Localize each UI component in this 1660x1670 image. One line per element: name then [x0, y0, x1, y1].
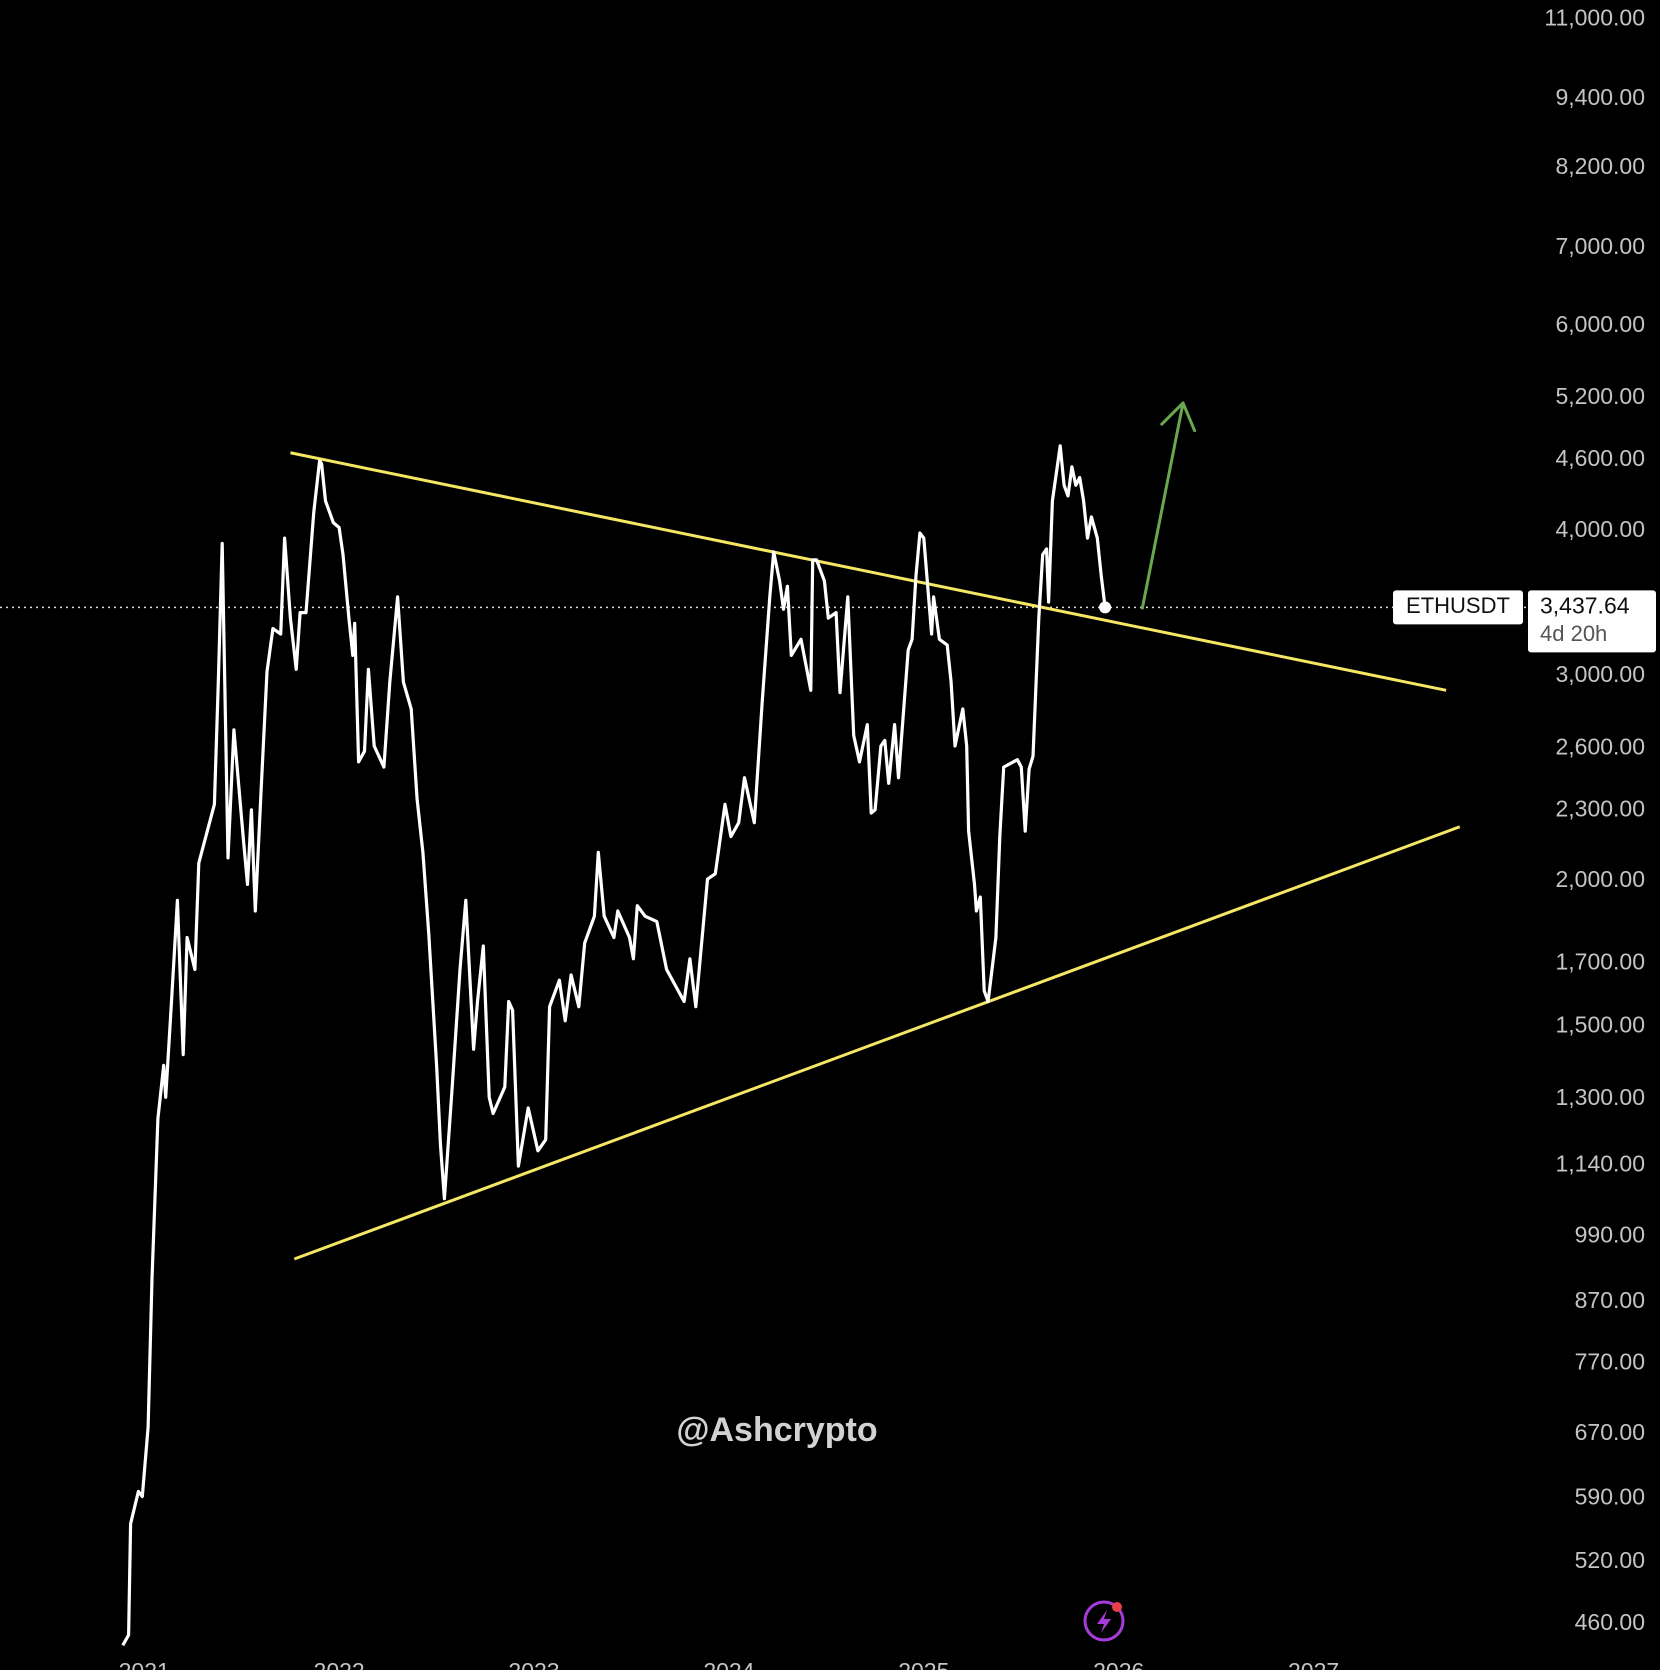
x-tick-label: 2023: [508, 1658, 559, 1670]
last-point: [1099, 601, 1112, 614]
countdown: 4d 20h: [1540, 621, 1607, 646]
x-tick-label: 2022: [314, 1658, 365, 1670]
x-tick-label: 2024: [703, 1658, 754, 1670]
y-tick-label: 5,200.00: [1555, 383, 1645, 409]
y-tick-label: 2,300.00: [1555, 796, 1645, 822]
icon-bolt: [1097, 1610, 1111, 1633]
y-tick-label: 4,600.00: [1555, 445, 1645, 471]
icon-dot: [1112, 1602, 1122, 1612]
y-tick-label: 2,000.00: [1555, 866, 1645, 892]
y-tick-label: 990.00: [1575, 1222, 1645, 1248]
price-line-series: [121, 444, 1107, 1647]
trendline: [293, 825, 1461, 1261]
y-tick-label: 590.00: [1575, 1483, 1645, 1509]
arrow-head: [1160, 401, 1185, 426]
symbol-label: ETHUSDT: [1406, 593, 1510, 618]
y-tick-label: 4,000.00: [1555, 516, 1645, 542]
x-tick-label: 2026: [1093, 1658, 1144, 1670]
alert-icon[interactable]: [1083, 1600, 1125, 1642]
arrow-shaft: [1140, 402, 1185, 610]
y-tick-label: 670.00: [1575, 1419, 1645, 1445]
icon-ring: [1083, 1600, 1125, 1642]
price-value: 3,437.64: [1540, 592, 1630, 618]
y-tick-label: 6,000.00: [1555, 311, 1645, 337]
price-box: [1528, 590, 1656, 653]
y-tick-label: 2,600.00: [1555, 734, 1645, 760]
y-tick-label: 460.00: [1575, 1609, 1645, 1635]
symbol-box: [1393, 590, 1523, 625]
x-tick-label: 2027: [1288, 1658, 1339, 1670]
y-tick-label: 11,000.00: [1544, 4, 1645, 30]
y-tick-label: 9,400.00: [1555, 84, 1645, 110]
y-tick-label: 1,500.00: [1555, 1012, 1645, 1038]
trendline: [290, 451, 1447, 692]
watermark: @Ashcrypto: [676, 1411, 877, 1449]
x-tick-label: 2021: [119, 1658, 170, 1670]
y-tick-label: 520.00: [1575, 1547, 1645, 1573]
y-tick-label: 7,000.00: [1555, 233, 1645, 259]
y-tick-label: 770.00: [1575, 1349, 1645, 1375]
y-tick-label: 1,700.00: [1555, 948, 1645, 974]
x-tick-label: 2025: [898, 1658, 949, 1670]
y-tick-label: 870.00: [1575, 1287, 1645, 1313]
y-tick-label: 1,140.00: [1555, 1150, 1645, 1176]
y-tick-label: 3,000.00: [1555, 661, 1645, 687]
y-tick-label: 1,300.00: [1555, 1084, 1645, 1110]
y-tick-label: 8,200.00: [1555, 153, 1645, 179]
arrow-head: [1181, 401, 1197, 433]
